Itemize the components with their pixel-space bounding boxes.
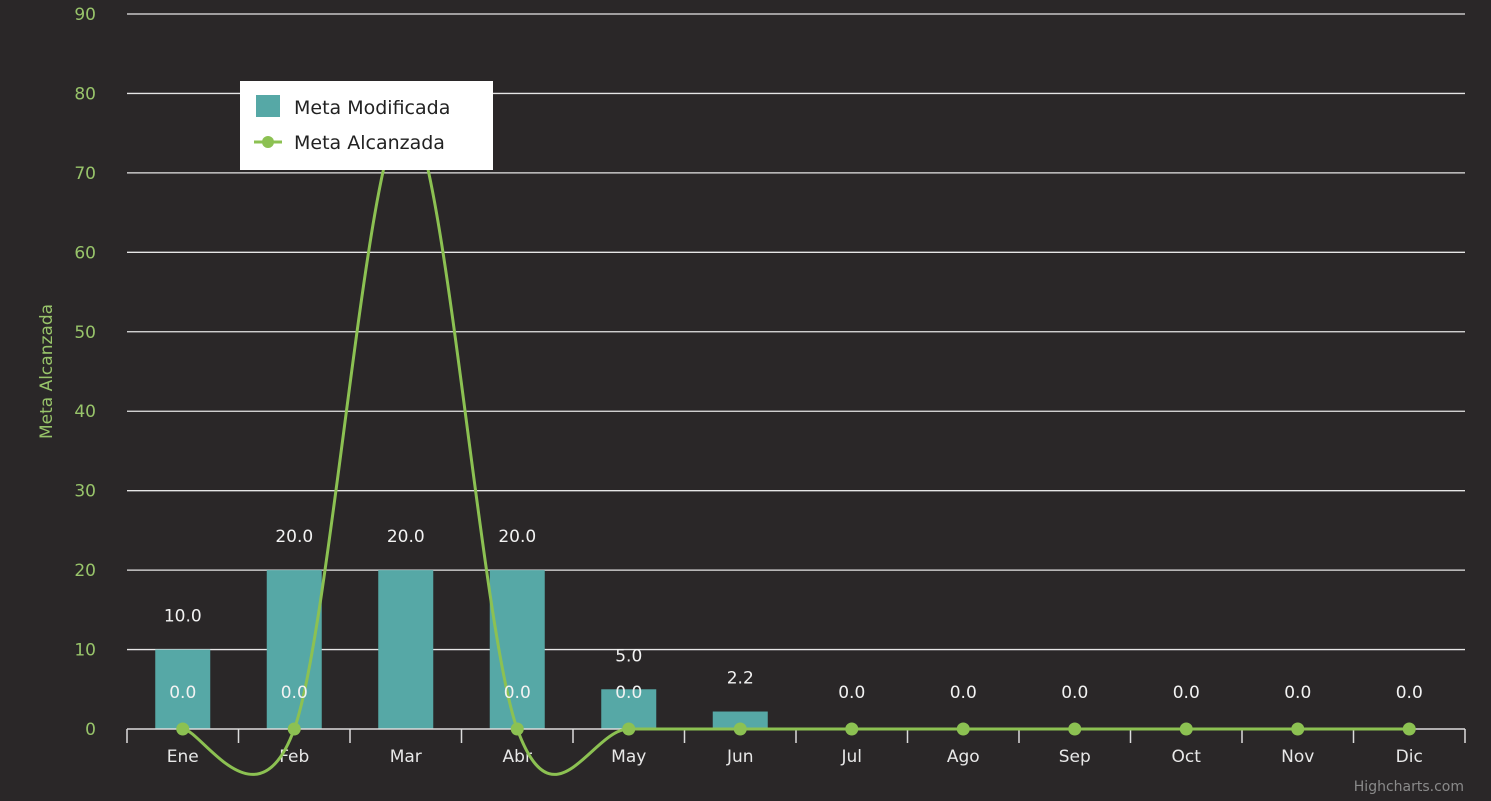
bar-ene <box>155 649 211 729</box>
y-tick-label: 50 <box>74 323 96 343</box>
x-tick-label: Abr <box>503 747 532 767</box>
bar-jun <box>712 711 768 729</box>
x-tick-label: Nov <box>1281 747 1314 767</box>
line-point-oct <box>1179 722 1193 736</box>
bar-data-label: 5.0 <box>615 646 642 666</box>
legend-item-meta-alcanzada: Meta Alcanzada <box>294 132 445 154</box>
bar-mar <box>378 570 434 729</box>
line-data-label: 0.0 <box>838 683 865 703</box>
bar-data-label: 10.0 <box>164 607 202 627</box>
bar-data-label: 20.0 <box>498 527 536 547</box>
x-tick-label: Feb <box>279 747 309 767</box>
legend-item-meta-modificada: Meta Modificada <box>294 97 450 119</box>
y-tick-label: 10 <box>74 641 96 661</box>
line-point-jun <box>733 722 747 736</box>
line-data-label: 0.0 <box>1284 683 1311 703</box>
line-point-may <box>622 722 636 736</box>
line-data-label: 0.0 <box>1061 683 1088 703</box>
y-tick-label: 60 <box>74 243 96 263</box>
x-tick-label: Dic <box>1396 747 1423 767</box>
legend-box <box>240 81 493 170</box>
x-tick-label: Ago <box>947 747 980 767</box>
bar-data-label: 2.2 <box>727 669 754 689</box>
line-data-label: 0.0 <box>950 683 977 703</box>
line-point-feb <box>287 722 301 736</box>
y-tick-label: 40 <box>74 402 96 422</box>
line-point-dic <box>1402 722 1416 736</box>
legend-swatch-marker <box>262 136 274 148</box>
line-data-label: 0.0 <box>504 683 531 703</box>
line-point-nov <box>1291 722 1305 736</box>
x-tick-label: May <box>611 747 646 767</box>
x-tick-label: Jul <box>840 747 862 767</box>
line-point-ago <box>956 722 970 736</box>
y-tick-label: 20 <box>74 561 96 581</box>
line-meta-alcanzada <box>182 114 1410 776</box>
y-axis-title: Meta Alcanzada <box>37 304 57 439</box>
y-tick-label: 70 <box>74 164 96 184</box>
line-data-label: 0.0 <box>1396 683 1423 703</box>
legend-swatch-bar <box>256 95 280 117</box>
y-tick-label: 30 <box>74 482 96 502</box>
line-point-ene <box>176 722 190 736</box>
bar-may <box>601 689 657 729</box>
line-data-label: 0.0 <box>615 683 642 703</box>
line-data-label: 0.0 <box>281 683 308 703</box>
credits-text: Highcharts.com <box>1354 779 1464 795</box>
x-tick-label: Oct <box>1172 747 1202 767</box>
line-data-label: 0.0 <box>169 683 196 703</box>
bar-data-label: 20.0 <box>387 527 425 547</box>
x-tick-label: Ene <box>167 747 199 767</box>
y-tick-label: 80 <box>74 84 96 104</box>
x-tick-label: Jun <box>726 747 754 767</box>
line-point-abr <box>510 722 524 736</box>
x-tick-label: Sep <box>1059 747 1091 767</box>
line-data-label: 0.0 <box>1173 683 1200 703</box>
y-tick-label: 0 <box>85 720 96 740</box>
y-tick-label: 90 <box>74 5 96 25</box>
line-point-sep <box>1068 722 1082 736</box>
x-tick-label: Mar <box>390 747 422 767</box>
line-point-jul <box>845 722 859 736</box>
bar-data-label: 20.0 <box>275 527 313 547</box>
